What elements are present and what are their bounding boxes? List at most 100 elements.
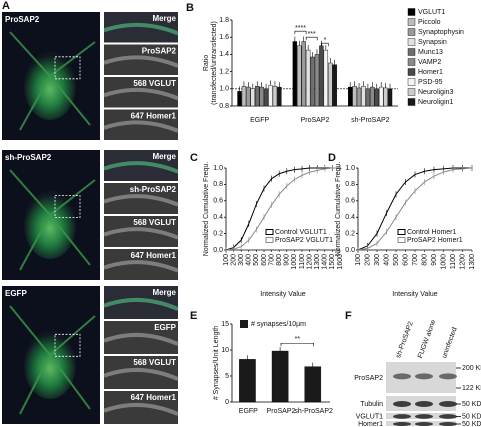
lane-label: FUGW alone [417,319,437,360]
blot-band [415,414,433,419]
legend-label: Synapsin [418,39,447,46]
significance: **** [295,25,306,32]
bar [271,350,289,403]
bar [292,41,298,107]
y-tick-label: 0.6 [345,198,355,205]
y-tick-label: 0 [225,399,229,406]
inset-label: 647 Homer1 [131,112,177,121]
significance: *** [308,31,316,38]
row-label: ProSAP2 [354,375,383,382]
x-tick-label: 1500 [329,254,336,270]
panel-letter: F [345,310,352,322]
inset-signal [103,87,179,101]
y-tick-label: 0.8 [219,103,229,110]
legend-label: Synaptophysin [418,29,464,36]
y-tick-label: 0.2 [345,230,355,237]
legend-swatch [407,98,416,106]
x-tick-label: 400 [246,254,253,266]
y-tick-label: 1.0 [213,165,223,172]
legend-label: PSD-95 [418,79,443,86]
inset-signal [103,161,179,174]
legend-swatch [407,68,416,76]
legend-swatch [407,8,416,16]
y-tick-label: 1.2 [219,68,229,75]
bar [361,86,366,107]
legend-swatch [407,78,416,86]
x-tick-label: 300 [374,254,381,266]
blot-band [393,414,411,419]
inset-label: 647 Homer1 [131,251,177,260]
x-tick-label: 1600 [337,254,344,270]
x-tick-label: 900 [431,254,438,266]
bar [263,88,269,107]
panel-letter: D [328,152,336,164]
legend-label: ProSAP2 Homer1 [407,237,463,244]
series-line [357,167,473,251]
x-tick-label: 300 [238,254,245,266]
sig-bracket [305,36,318,41]
x-tick-label: 600 [261,254,268,266]
marker-label: 200 KD [462,365,481,372]
y-axis-label: Normalized Cumulative Frequ. [335,162,342,257]
y-tick-label: 0.8 [345,181,355,188]
marker-label: 50 KD [462,421,481,427]
x-tick-label: 1400 [322,254,329,270]
x-tick-label: 800 [276,254,283,266]
blot-band [415,422,433,426]
bar [314,54,320,107]
legend-swatch [407,58,416,66]
y-tick-label: 0.6 [213,198,223,205]
legend-label: Munc13 [418,49,443,56]
legend-swatch [407,48,416,56]
y-axis-label: # Synapses/Unit Length [213,326,220,400]
bar [383,87,388,107]
x-tick-label: 1100 [450,254,457,269]
x-tick-label: 200 [364,254,371,266]
bar [272,86,278,107]
bar [255,86,260,107]
x-tick-label: EGFP [250,117,269,124]
inset-signal [103,55,179,68]
inset-signal [103,297,179,311]
significance: * [324,37,327,44]
significance: ** [295,336,301,343]
legend-swatch [407,38,416,46]
bar [277,86,282,107]
blot-band [393,401,411,407]
legend-swatch [407,28,416,36]
bar [241,86,247,107]
cell-body [24,191,76,259]
y-tick-label: 1.8 [219,17,229,24]
inset-signal [103,194,179,207]
x-tick-label: 1000 [440,254,447,270]
legend-label: Neuroligin3 [418,89,454,96]
bar [374,88,379,107]
x-tick-label: 700 [412,254,419,266]
x-tick-label: 700 [268,254,275,266]
sig-bracket [280,342,314,347]
inset-signal [103,332,179,346]
x-tick-label: 1000 [291,254,298,270]
x-tick-label: ProSAP2 [301,117,330,124]
y-tick-label: 5 [225,373,229,380]
y-tick-label: 1.0 [345,165,355,172]
bar [352,86,357,107]
y-tick-label: 1.0 [219,86,229,93]
legend-swatch [265,229,274,235]
inset-signal [103,402,179,416]
legend-label: Neuroligin1 [418,99,454,106]
panel-letter: C [190,152,198,164]
y-axis-label: Normalized Cumulative Frequ. [203,162,210,257]
x-tick-label: 1100 [299,254,306,269]
x-tick-label: 1200 [306,254,313,270]
neurites [9,31,96,131]
legend-label: VGLUT1 [418,9,445,16]
legend-swatch [397,237,406,243]
y-tick-label: 0.2 [213,230,223,237]
x-tick-label: 500 [393,254,400,266]
legend-swatch [265,237,274,243]
bar [378,86,384,107]
x-tick-label: EGFP [239,408,258,415]
x-tick-label: 400 [383,254,390,266]
